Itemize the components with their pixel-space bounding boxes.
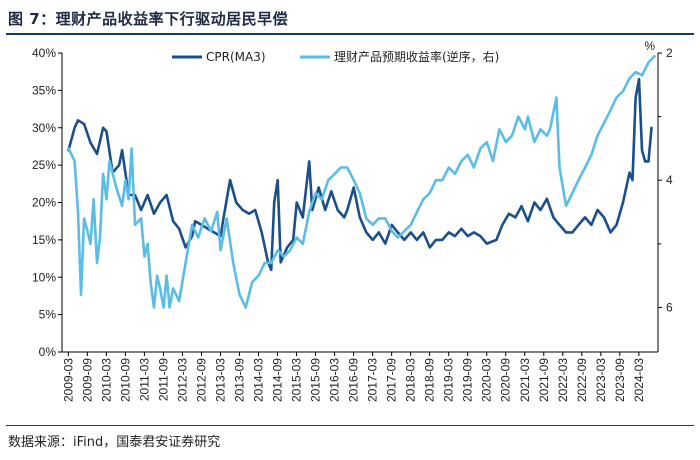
left-tick-label: 40% xyxy=(32,46,56,60)
source-divider xyxy=(6,425,694,426)
x-tick-label: 2017-03 xyxy=(366,358,380,402)
x-tick-label: 2018-09 xyxy=(423,358,437,402)
x-tick-label: 2023-03 xyxy=(594,358,608,402)
right-axis-unit: % xyxy=(644,39,655,53)
x-tick-label: 2015-03 xyxy=(290,358,304,402)
right-axis-ticks: 2 4 6% xyxy=(644,39,673,352)
x-tick-label: 2016-03 xyxy=(328,358,342,402)
x-tick-label: 2018-03 xyxy=(404,358,418,402)
x-tick-label: 2019-03 xyxy=(442,358,456,402)
x-tick-label: 2011-09 xyxy=(156,358,170,401)
left-tick-label: 30% xyxy=(32,121,56,135)
x-tick-label: 2023-09 xyxy=(613,358,627,402)
series-line-wealth-yield xyxy=(67,54,656,309)
x-tick-label: 2014-03 xyxy=(252,358,266,402)
left-tick-label: 25% xyxy=(32,158,56,172)
left-tick-label: 20% xyxy=(32,196,56,210)
chart-legend: CPR(MA3) 理财产品预期收益率(逆序，右) xyxy=(172,49,499,64)
x-tick-label: 2015-09 xyxy=(309,358,323,402)
x-tick-label: 2022-03 xyxy=(556,358,570,402)
x-tick-label: 2021-03 xyxy=(518,358,532,402)
left-tick-label: 15% xyxy=(32,233,56,247)
x-tick-label: 2020-03 xyxy=(480,358,494,402)
left-tick-label: 35% xyxy=(32,83,56,97)
x-tick-label: 2013-03 xyxy=(213,358,227,402)
figure-title: 图 7：理财产品收益率下行驱动居民早偿 xyxy=(8,10,289,28)
x-tick-label: 2022-09 xyxy=(575,358,589,402)
series-line-cpr xyxy=(67,77,653,272)
left-tick-label: 0% xyxy=(39,345,57,359)
series-layer xyxy=(67,54,656,309)
right-tick-label: 4 xyxy=(666,173,673,187)
x-tick-label: 2012-03 xyxy=(175,358,189,402)
cpr-vs-wealth-yield-chart: 0%5%10%15%20%25%30%35%40% 246% 2009-03 20… xyxy=(32,39,673,402)
figure-header: 图 7：理财产品收益率下行驱动居民早偿 xyxy=(0,0,700,40)
x-tick-label: 2009-09 xyxy=(80,358,94,402)
x-tick-label: 2020-09 xyxy=(499,358,513,402)
x-tick-label: 2010-03 xyxy=(99,358,113,402)
x-axis-ticks: 2009-03 2009-09 2010-03 2010-09 2011-03 2011-… xyxy=(61,351,658,402)
x-tick-label: 2024-03 xyxy=(632,358,646,402)
right-tick-label: 6 xyxy=(666,300,673,314)
x-tick-label: 2019-09 xyxy=(461,358,475,402)
x-tick-label: 2010-09 xyxy=(118,358,132,402)
x-tick-label: 2017-09 xyxy=(385,358,399,402)
x-tick-label: 2013-09 xyxy=(232,358,246,402)
right-tick-label: 2 xyxy=(666,46,673,60)
x-tick-label: 2016-09 xyxy=(347,358,361,402)
legend-label-wealth-yield: 理财产品预期收益率(逆序，右) xyxy=(334,49,499,64)
title-divider xyxy=(6,33,694,35)
x-tick-label: 2021-09 xyxy=(537,358,551,402)
left-tick-label: 5% xyxy=(39,308,57,322)
source-note: 数据来源：iFind，国泰君安证券研究 xyxy=(8,435,221,450)
legend-label-cpr: CPR(MA3) xyxy=(206,50,266,64)
x-tick-label: 2009-03 xyxy=(61,358,75,402)
x-tick-label: 2011-03 xyxy=(137,358,151,401)
left-axis-ticks: 0% 5% 10% 15% 20% 25% 30% 35% 40% xyxy=(32,46,63,359)
left-tick-label: 10% xyxy=(32,270,56,284)
x-tick-label: 2014-09 xyxy=(271,358,285,402)
x-tick-label: 2012-09 xyxy=(194,358,208,402)
